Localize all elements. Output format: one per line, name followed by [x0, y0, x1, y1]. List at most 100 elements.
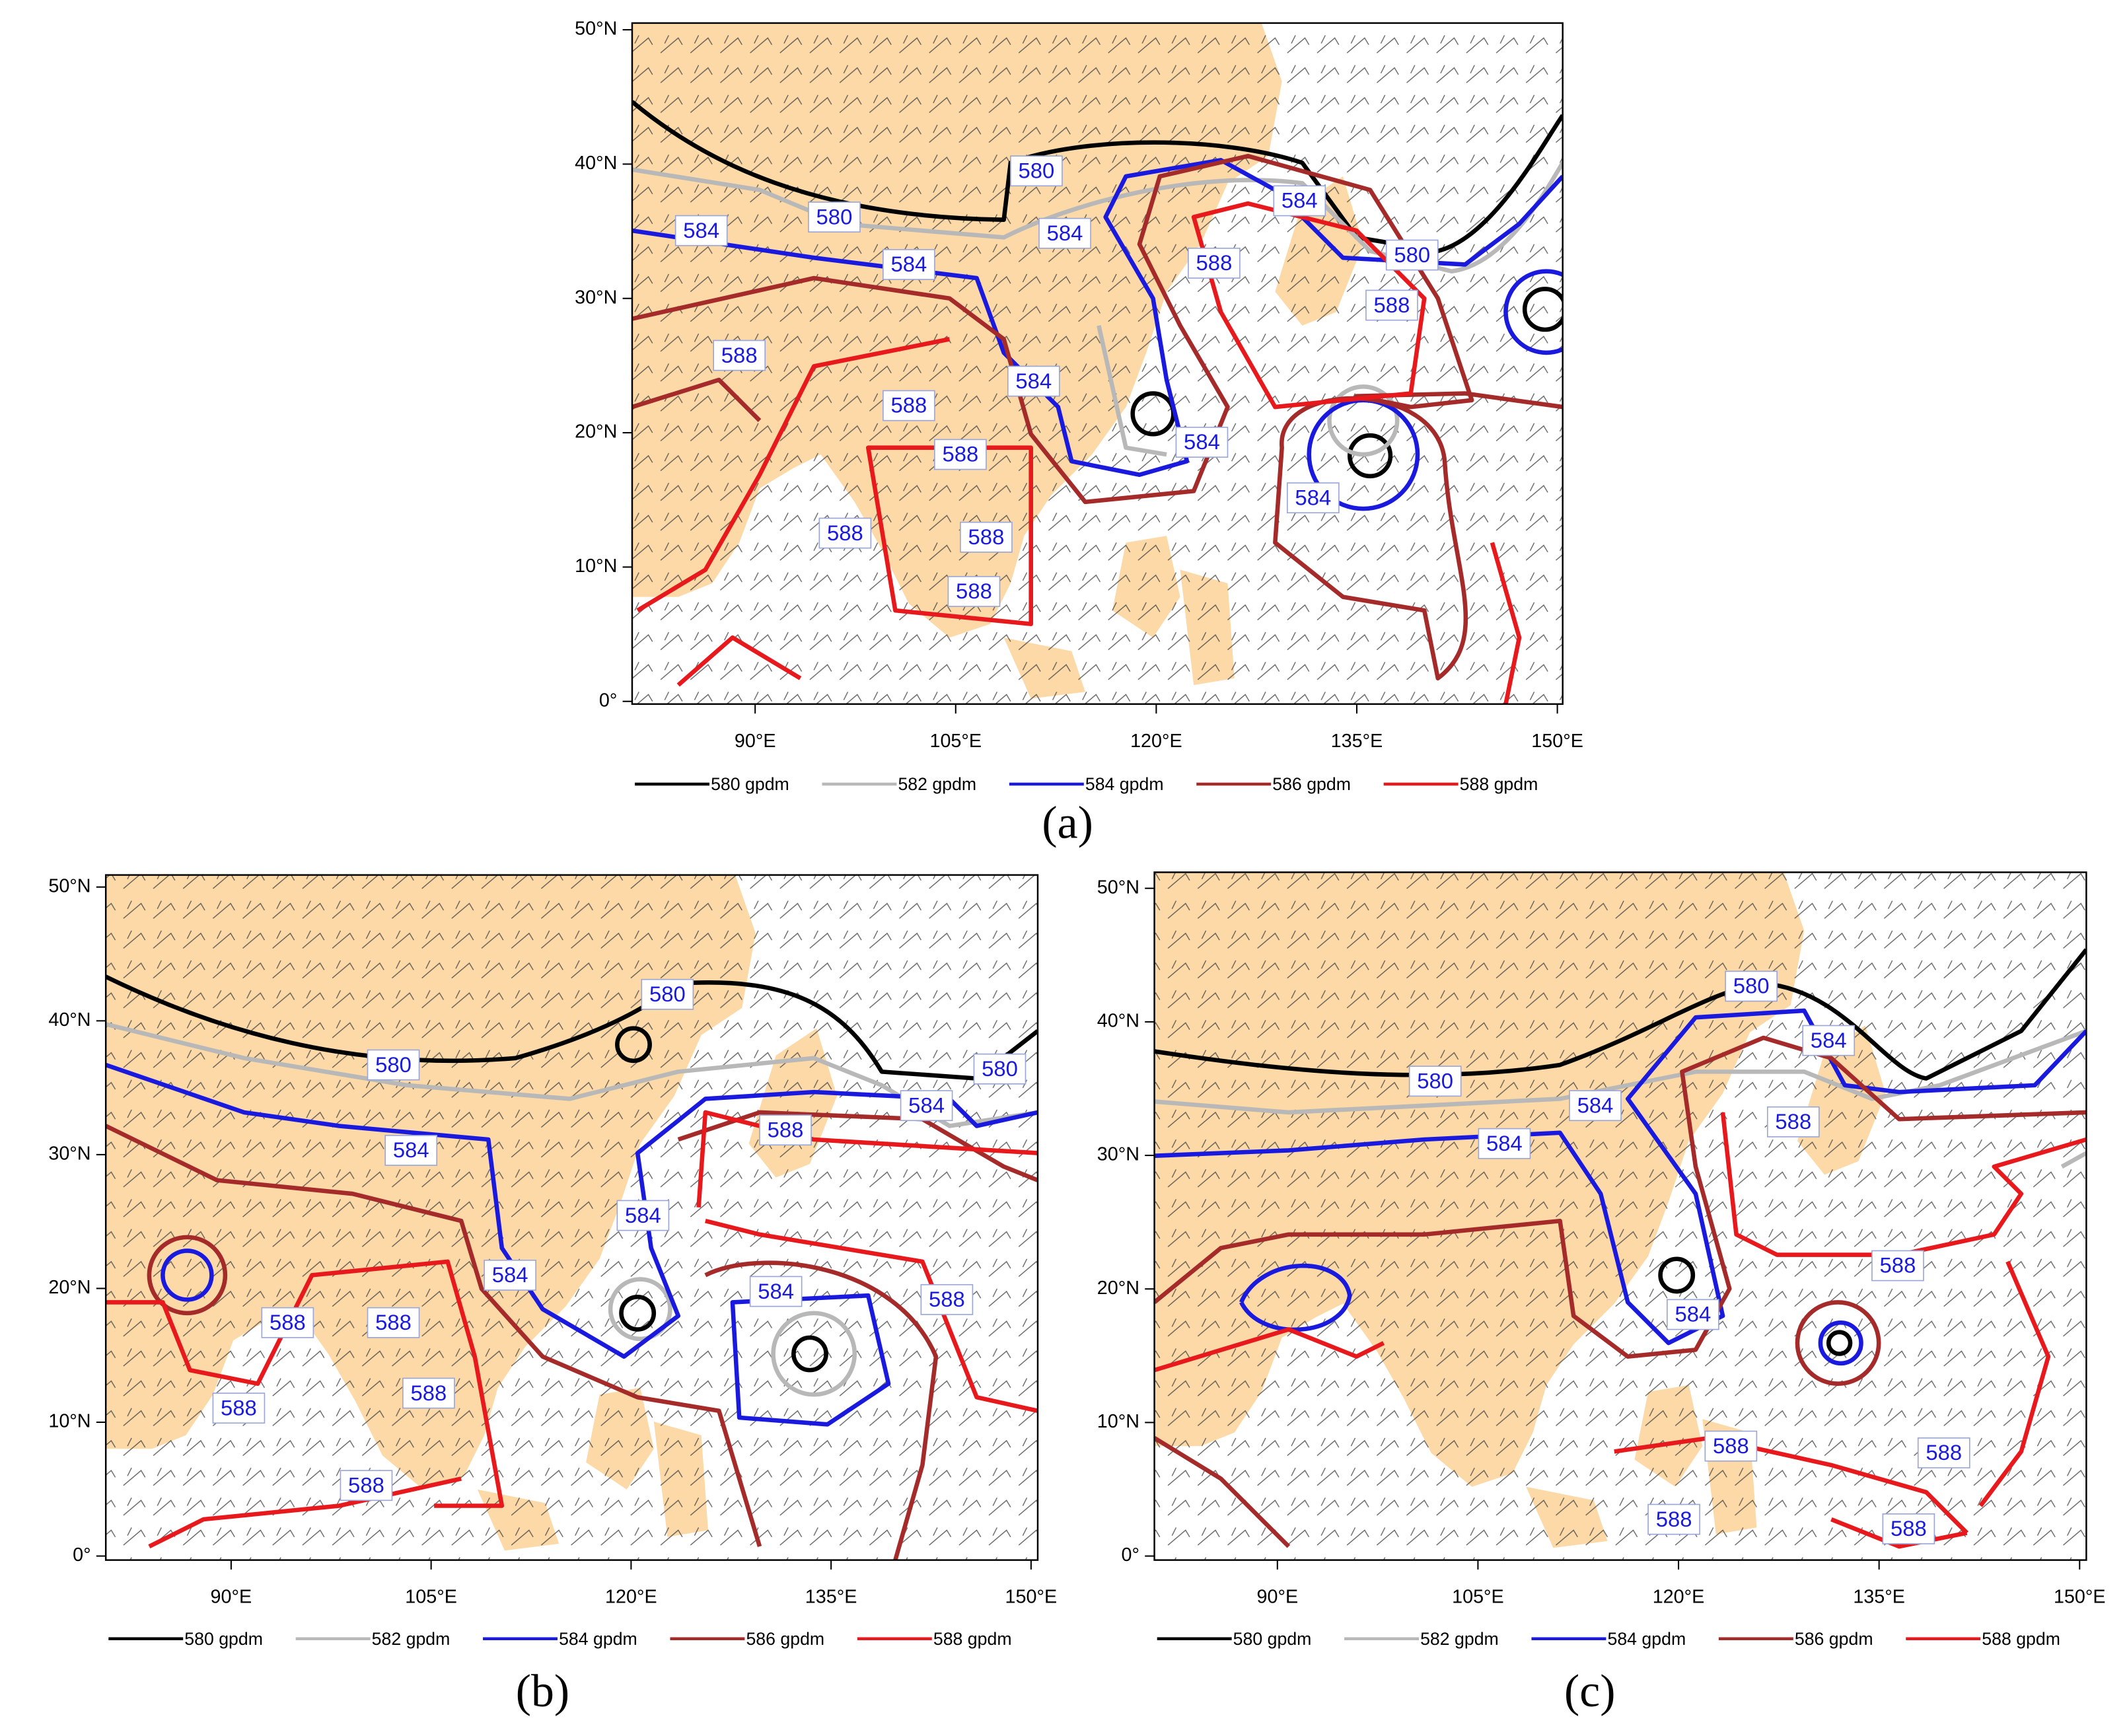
x-tick-label: 105°E	[405, 1587, 457, 1608]
legend-label: 580 gpdm	[184, 1629, 263, 1649]
contour-label: 588	[1775, 1109, 1811, 1134]
x-tick-label: 150°E	[1531, 731, 1583, 752]
y-tick-label: 20°N	[48, 1277, 90, 1298]
x-tick-label: 135°E	[1331, 731, 1383, 752]
panel-label: (a)	[1042, 798, 1093, 849]
legend-label: 588 gpdm	[933, 1629, 1012, 1649]
y-tick-label: 50°N	[48, 875, 90, 896]
contour-line	[615, 1026, 652, 1064]
contour-label: 584	[1015, 369, 1052, 393]
legend-label: 586 gpdm	[1795, 1629, 1873, 1649]
contour-label: 588	[411, 1381, 447, 1405]
wind-barbs	[631, 22, 1563, 704]
contour-label-box	[1871, 1250, 1924, 1282]
contour-label-box	[1038, 217, 1091, 249]
contour-label-box	[340, 1470, 393, 1501]
y-tick-label: 30°N	[48, 1143, 90, 1165]
x-tick-label: 120°E	[1653, 1587, 1705, 1608]
contour-label-box	[759, 1114, 812, 1146]
contour-label-box	[900, 1090, 953, 1122]
contour-label: 584	[1047, 221, 1083, 245]
contour-label-box	[1569, 1090, 1622, 1122]
contour-line	[106, 974, 1038, 1081]
contour-label: 588	[1713, 1433, 1749, 1458]
legend-label: 582 gpdm	[1420, 1629, 1499, 1649]
contour-label-box	[1007, 365, 1060, 397]
contour-label-box	[1647, 1503, 1700, 1535]
contour-line	[106, 1110, 1038, 1549]
contour-label: 584	[1486, 1131, 1523, 1155]
plot-frame	[1153, 871, 2087, 1561]
contour-line	[631, 100, 1563, 254]
contour-label: 588	[768, 1117, 804, 1141]
contour-label-box	[1802, 1025, 1856, 1056]
contour-label: 584	[1281, 188, 1318, 213]
contour-label-box	[1917, 1437, 1970, 1468]
plot-frame	[631, 22, 1564, 705]
contour-label: 588	[1926, 1440, 1962, 1465]
contour-label: 580	[1019, 158, 1055, 182]
y-tick-label: 20°N	[1097, 1278, 1139, 1299]
contour-line	[636, 201, 1522, 704]
contour-label-box	[1188, 247, 1241, 279]
legend-label: 586 gpdm	[1272, 774, 1351, 794]
legend-label: 580 gpdm	[711, 774, 789, 794]
legend-label: 584 gpdm	[1085, 774, 1164, 794]
contour-label: 588	[348, 1472, 384, 1497]
contour-label: 588	[827, 521, 863, 545]
contour-label-box	[1882, 1513, 1935, 1544]
contour-label-box	[641, 978, 694, 1010]
contour-label-box	[883, 249, 935, 280]
y-tick-label: 40°N	[1097, 1010, 1139, 1031]
legend-label: 580 gpdm	[1233, 1629, 1312, 1649]
contour-label-box	[1478, 1128, 1531, 1159]
contour-label: 584	[1295, 485, 1331, 509]
y-tick-label: 10°N	[575, 556, 617, 577]
contour-label: 588	[1374, 293, 1410, 317]
contour-label-box	[1287, 482, 1340, 514]
contour-label: 584	[890, 252, 927, 276]
contour-label-box	[384, 1135, 438, 1166]
contour-label-box	[947, 575, 1001, 607]
contour-label: 580	[1733, 974, 1770, 998]
map-panel: 580 580 580 584 588 584 584 584 584 588 588 588 588 5…	[106, 875, 1038, 1560]
panel-label: (c)	[1564, 1666, 1615, 1717]
contour-label-box	[212, 1392, 266, 1424]
y-tick-label: 40°N	[48, 1009, 90, 1031]
contour-label-box	[367, 1049, 420, 1081]
y-tick-label: 30°N	[575, 287, 617, 308]
x-tick-label: 105°E	[1452, 1587, 1504, 1608]
x-tick-label: 90°E	[211, 1587, 252, 1608]
contour-label: 588	[375, 1310, 412, 1334]
contour-label: 588	[929, 1287, 965, 1311]
contour-label: 588	[956, 579, 992, 603]
x-tick-label: 105°E	[929, 731, 982, 752]
contour-label: 584	[1675, 1302, 1711, 1326]
contour-label: 588	[968, 524, 1005, 549]
x-tick-label: 120°E	[605, 1587, 657, 1608]
contour-label: 584	[1577, 1093, 1614, 1117]
legend-label: 584 gpdm	[1607, 1629, 1686, 1649]
contour-label: 580	[375, 1052, 412, 1077]
y-tick-label: 50°N	[1097, 877, 1139, 898]
map-panel: 580 580 584 584 584 584 580 588 588 588 584 588 588 5…	[631, 22, 1563, 704]
contour-label-box	[1408, 1066, 1462, 1097]
contour-label: 588	[1880, 1253, 1916, 1278]
contour-label: 584	[908, 1093, 945, 1117]
contour-label-box	[484, 1259, 536, 1291]
y-tick-label: 40°N	[575, 153, 617, 174]
contour-label-box	[1365, 289, 1418, 321]
contour-label-box	[973, 1053, 1027, 1085]
contour-label: 580	[649, 982, 686, 1006]
contour-label: 584	[758, 1279, 794, 1303]
contour-label-box	[808, 201, 861, 233]
contour-label: 584	[625, 1203, 661, 1227]
contour-label: 580	[1417, 1068, 1453, 1093]
contour-label: 588	[1196, 250, 1233, 275]
contour-label-box	[818, 517, 872, 549]
panel-label: (b)	[516, 1666, 569, 1717]
contour-line	[1154, 948, 2087, 1081]
contour-label: 588	[943, 442, 979, 466]
x-tick-label: 90°E	[735, 731, 776, 752]
